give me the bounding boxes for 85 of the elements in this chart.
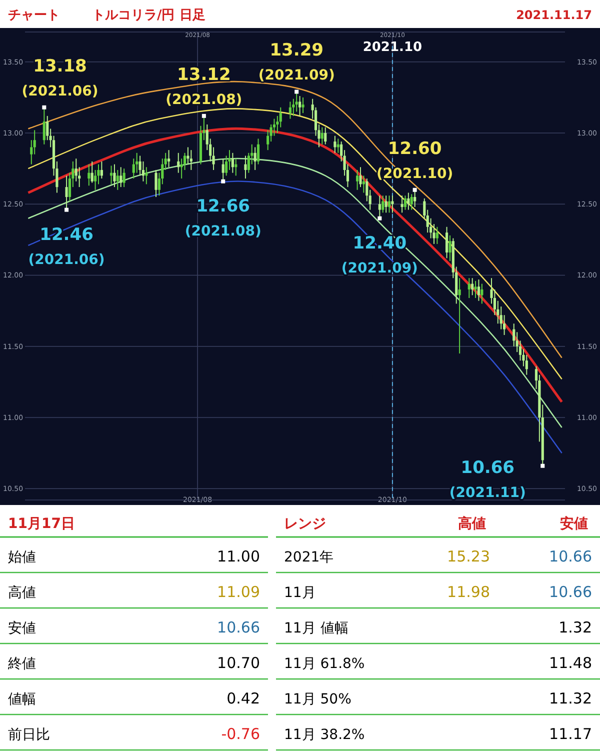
candlestick — [88, 164, 90, 186]
text: 0.42 — [226, 690, 260, 708]
candlestick — [410, 194, 413, 210]
data-label: 15.23 — [447, 548, 490, 566]
candlestick — [414, 189, 416, 208]
category-label: 11月 50% — [284, 692, 352, 708]
text: 11.00 — [217, 548, 260, 566]
candlestick — [458, 278, 461, 354]
data-label: 11.98 — [447, 583, 490, 601]
data-label: 11.32 — [549, 690, 592, 708]
text: 10.70 — [217, 654, 260, 672]
category-label: 始値 — [8, 550, 36, 566]
annotation: 10.66 (2021.11) — [449, 458, 526, 501]
data-label: 10.66 — [549, 583, 592, 601]
text: レンジ — [284, 516, 326, 532]
candlestick — [120, 166, 122, 188]
candlestick — [471, 278, 474, 296]
candlestick — [222, 158, 224, 182]
text: 11月17日 — [8, 516, 75, 532]
candlestick — [116, 169, 119, 190]
annotation: 12.66 (2021.08) — [184, 196, 262, 240]
annotation: 13.12 (2021.08) — [166, 64, 242, 108]
candlestick — [256, 138, 260, 165]
ref-line-label: 2021.10 — [362, 40, 422, 55]
category-label: 値幅 — [8, 692, 36, 708]
candlestick — [356, 169, 359, 190]
annotation: 13.18 (2021.06) — [22, 56, 98, 100]
candlestick — [324, 126, 327, 145]
text: 11.09 — [217, 583, 260, 601]
candlestick — [477, 279, 480, 302]
category-label: 11月 値幅 — [284, 620, 348, 636]
candlestick — [359, 166, 362, 188]
candlestick — [190, 150, 192, 170]
candlestick — [334, 135, 336, 154]
category-label: 前日比 — [8, 727, 50, 743]
candlestick — [65, 175, 68, 210]
category-label: 高値 — [8, 585, 36, 601]
candlestick — [474, 280, 477, 299]
candlestick — [298, 96, 302, 116]
candlestick — [468, 278, 470, 299]
candlestick — [480, 283, 484, 304]
category-label: 安値 — [8, 620, 36, 636]
candlestick — [244, 155, 247, 180]
candlestick — [288, 101, 292, 120]
candlestick — [400, 195, 404, 214]
candlestick — [154, 169, 158, 198]
candlestick — [254, 146, 256, 170]
candlestick — [302, 96, 304, 114]
text: 安値 — [560, 515, 588, 532]
candlestick — [391, 195, 394, 214]
text: 高値 — [458, 515, 486, 532]
candlestick — [384, 195, 388, 214]
candlestick — [404, 195, 407, 210]
data-label: 11.48 — [549, 654, 592, 672]
candlestick — [388, 195, 391, 214]
candlestick — [407, 192, 410, 210]
category-label: 2021年 — [284, 550, 334, 566]
candlestick — [445, 226, 448, 259]
candlestick — [320, 126, 324, 145]
candlestick — [90, 160, 94, 184]
candlestick — [436, 226, 438, 244]
category-label: 11月 38.2% — [284, 727, 365, 743]
candlestick — [100, 160, 103, 180]
candlestick — [167, 150, 170, 168]
candlestick — [42, 106, 46, 145]
text: 10.66 — [217, 618, 260, 636]
category-label: 11月 — [284, 585, 316, 601]
candlestick — [177, 152, 180, 174]
candlestick — [231, 152, 234, 174]
data-label: 10.66 — [549, 548, 592, 566]
text: 2021.11.17 — [516, 8, 592, 22]
data-label: 1.32 — [558, 618, 592, 636]
category-label: 終値 — [7, 656, 36, 672]
candlestick — [113, 164, 116, 188]
candlestick — [378, 195, 381, 219]
chart-title: チャート — [8, 8, 60, 23]
data-label: 11.17 — [549, 725, 592, 743]
category-label: 11月 61.8% — [284, 656, 365, 672]
chart-subtitle: トルコリラ/円 日足 — [92, 8, 206, 23]
annotation: 13.29 (2021.09) — [258, 40, 335, 84]
candlestick — [295, 91, 298, 112]
candlestick — [122, 168, 126, 188]
candlestick — [448, 234, 452, 262]
text: -0.76 — [221, 725, 260, 743]
candlestick — [382, 195, 384, 214]
